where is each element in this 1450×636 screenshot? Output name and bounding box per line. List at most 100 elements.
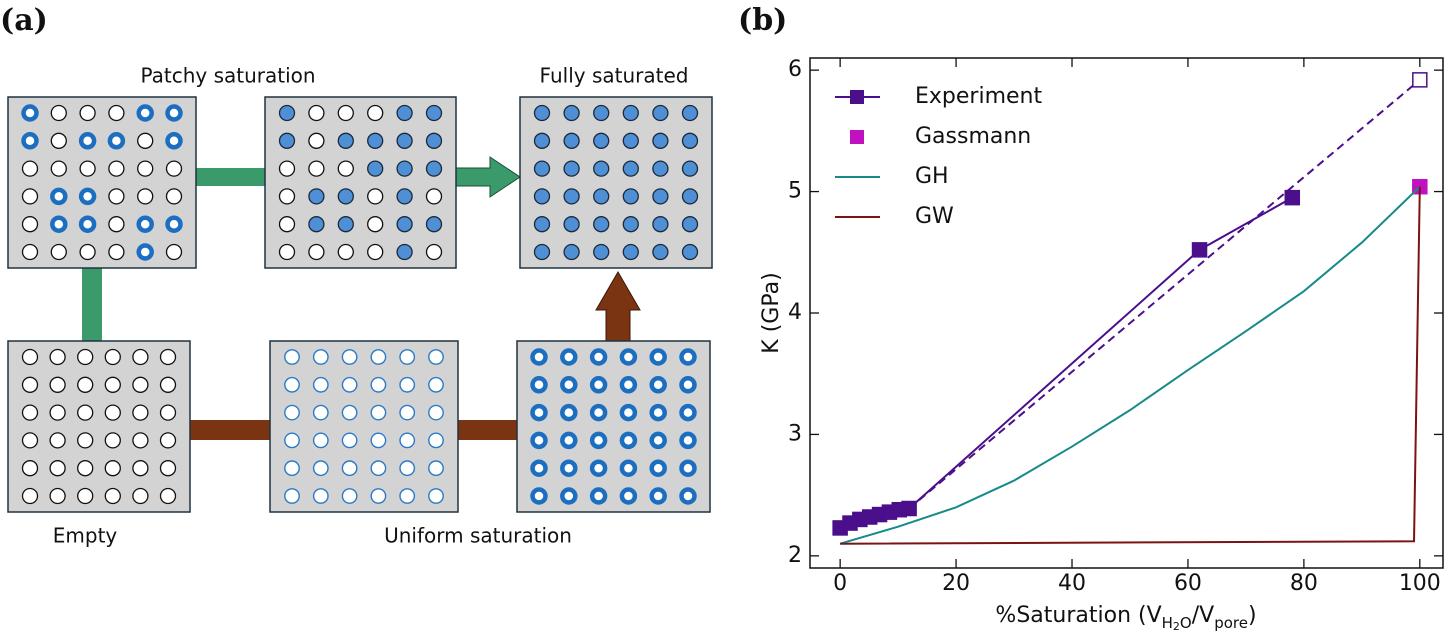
pore xyxy=(619,459,638,477)
pore xyxy=(563,104,580,122)
pore xyxy=(278,243,296,261)
pore xyxy=(399,460,416,477)
pore xyxy=(622,104,639,122)
legend-marker xyxy=(850,90,864,104)
pore xyxy=(681,216,699,233)
pore xyxy=(132,404,149,421)
pore xyxy=(49,460,66,477)
y-tick-label: 6 xyxy=(788,57,802,82)
pore xyxy=(560,487,578,505)
pore xyxy=(589,431,608,450)
pore xyxy=(137,188,154,205)
pore xyxy=(593,160,610,177)
series-line xyxy=(908,79,1421,510)
pore xyxy=(79,104,96,122)
pore xyxy=(425,216,443,233)
pore xyxy=(132,487,149,505)
pore xyxy=(49,348,66,366)
pore xyxy=(159,348,177,366)
pore xyxy=(21,188,39,205)
pore xyxy=(312,488,329,504)
pore xyxy=(370,460,387,477)
pore xyxy=(50,215,68,233)
pore xyxy=(284,432,300,449)
pore xyxy=(649,431,667,450)
pore xyxy=(77,376,94,393)
pore xyxy=(21,404,39,421)
pore xyxy=(679,403,697,422)
pore xyxy=(136,243,154,261)
x-label-part: H xyxy=(1162,614,1173,632)
x-label-part: 2 xyxy=(1173,620,1180,633)
y-tick-label: 4 xyxy=(788,300,802,325)
pore xyxy=(284,460,300,477)
pore xyxy=(21,460,39,477)
x-label-part: %Saturation (V xyxy=(995,603,1161,628)
pore xyxy=(622,243,639,261)
x-axis-label: %Saturation (VH2O/Vpore) xyxy=(995,603,1256,633)
pore xyxy=(132,460,149,477)
pore xyxy=(341,432,358,449)
pore xyxy=(589,376,608,394)
pore xyxy=(104,404,121,421)
pore xyxy=(428,349,444,365)
pore xyxy=(159,460,177,477)
x-label-part: O xyxy=(1180,614,1192,632)
pore xyxy=(278,160,296,177)
pore xyxy=(560,459,578,477)
pore xyxy=(21,216,39,233)
pore xyxy=(425,104,443,122)
pore xyxy=(136,215,154,233)
y-tick-label: 2 xyxy=(788,543,802,568)
data-point xyxy=(1191,242,1208,258)
x-label-part: ) xyxy=(1248,603,1257,628)
pore xyxy=(652,132,669,149)
pore xyxy=(337,243,354,261)
pore xyxy=(399,349,416,365)
pore xyxy=(308,216,325,233)
pore xyxy=(593,188,610,205)
data-point xyxy=(1412,72,1428,88)
pore xyxy=(21,487,39,505)
pore xyxy=(104,376,121,393)
pore xyxy=(136,104,154,122)
pore xyxy=(367,243,384,261)
label: Patchy saturation xyxy=(140,64,315,88)
label: Uniform saturation xyxy=(384,524,572,548)
pore xyxy=(21,243,39,261)
pore xyxy=(367,160,384,177)
pore xyxy=(50,104,67,122)
pore xyxy=(337,188,354,205)
pore xyxy=(159,432,177,449)
panel-label: (b) xyxy=(738,3,787,38)
pore xyxy=(530,487,548,505)
pore xyxy=(77,348,94,366)
pore xyxy=(589,487,608,505)
pore xyxy=(78,132,97,150)
pore xyxy=(341,349,358,365)
pore xyxy=(312,460,329,477)
pore xyxy=(108,243,125,261)
legend-label: Experiment xyxy=(915,84,1042,109)
pore xyxy=(652,188,669,205)
pore xyxy=(593,104,610,122)
pore xyxy=(337,132,354,149)
pore xyxy=(50,160,67,177)
pore xyxy=(533,243,551,261)
pore xyxy=(652,216,669,233)
pore xyxy=(649,403,667,422)
pore xyxy=(681,188,699,205)
pore xyxy=(649,487,667,505)
pore-box xyxy=(264,96,457,269)
pore xyxy=(108,104,125,122)
series-line xyxy=(840,186,1421,545)
pore xyxy=(308,104,325,122)
pore xyxy=(370,349,387,365)
pore xyxy=(560,403,578,422)
pore xyxy=(284,404,300,421)
pore xyxy=(104,432,121,449)
pore xyxy=(619,348,638,366)
pore xyxy=(308,243,325,261)
pore xyxy=(560,431,578,450)
pore xyxy=(104,460,121,477)
